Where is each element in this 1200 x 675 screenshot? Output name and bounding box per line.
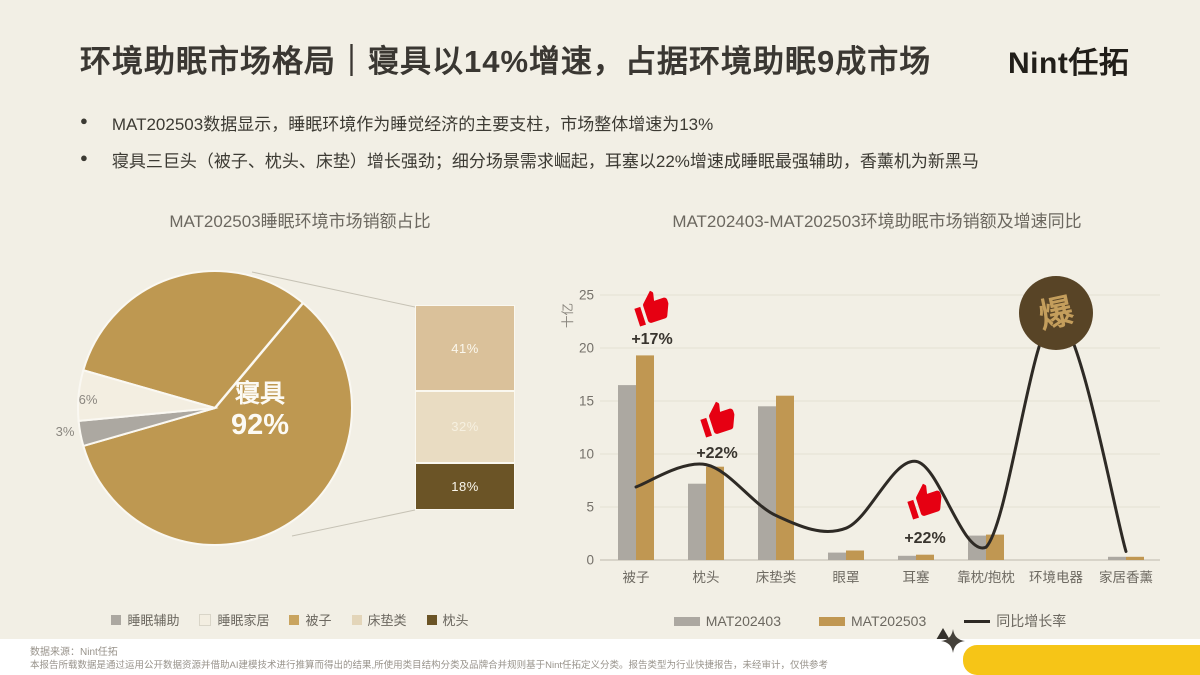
legend-睡眠辅助-swatch xyxy=(111,614,122,625)
legend-睡眠家居: 睡眠家居 xyxy=(199,610,269,629)
breakout-stacked-bar: 41% 32% 18% xyxy=(415,305,515,511)
bar-MAT202503-耳塞 xyxy=(916,554,934,560)
y-tick-label: 25 xyxy=(579,288,594,303)
growth-annotation-label: +17% xyxy=(631,331,672,348)
bar-MAT202503-靠枕/抱枕 xyxy=(986,534,1004,560)
thumbs-up-icon xyxy=(634,290,669,327)
y-axis-unit-label: 十亿 xyxy=(560,303,575,328)
pie-slice-label-3pct: 3% xyxy=(55,424,75,439)
bar-MAT202503-枕头 xyxy=(706,466,724,560)
thumbs-up-path xyxy=(634,290,669,327)
breakout-segment-枕头: 18% xyxy=(415,462,515,511)
legend-growth-line-label: 同比增长率 xyxy=(996,613,1067,629)
legend-睡眠家居-label: 睡眠家居 xyxy=(217,613,270,628)
legend-床垫类-swatch xyxy=(351,614,362,625)
bullet-1: ● MAT202503数据显示，睡眠环境作为睡觉经济的主要支柱，市场整体增速为1… xyxy=(80,110,1140,135)
pie-main-slice-label: 寝具 92% xyxy=(230,380,290,441)
bar-MAT202403-家居香薰 xyxy=(1108,556,1126,560)
x-tick-label: 眼罩 xyxy=(833,570,860,585)
x-tick-label: 枕头 xyxy=(693,570,720,585)
thumbs-up-path xyxy=(907,483,942,520)
burst-circle xyxy=(1019,276,1093,350)
bar-MAT202403-眼罩 xyxy=(828,552,846,560)
nint-logo: Nint任拓 xyxy=(1008,47,1130,80)
bullet-2-text: 寝具三巨头（被子、枕头、床垫）增长强劲；细分场景需求崛起，耳塞以22%增速成睡眠… xyxy=(111,152,979,171)
breakout-segment-床垫类: 32% xyxy=(415,391,515,463)
pie-chart xyxy=(77,270,353,546)
legend-睡眠家居-swatch xyxy=(199,613,212,626)
data-source-text: 数据来源：Nint任拓 xyxy=(30,647,118,658)
x-tick-label: 耳塞 xyxy=(903,569,931,585)
y-tick-label: 15 xyxy=(579,394,594,409)
bar-MAT202503-被子 xyxy=(636,355,654,560)
legend-床垫类-label: 床垫类 xyxy=(367,613,407,628)
legend-枕头-label: 枕头 xyxy=(442,613,469,628)
thumbs-up-path xyxy=(700,401,735,438)
legend-被子-swatch xyxy=(289,614,300,625)
pie-legend: 睡眠辅助 睡眠家居 被子 床垫类 枕头 xyxy=(60,610,520,629)
x-tick-label: 环境电器 xyxy=(1029,570,1083,585)
pie-slice-寝具 xyxy=(82,270,353,546)
pie-chart-title: MAT202503睡眠环境市场销额占比 xyxy=(169,212,431,231)
bar-MAT202503-家居香薰 xyxy=(1126,556,1144,560)
bullet-dot-icon: ● xyxy=(80,113,88,128)
pie-slice-label-6pct: 6% xyxy=(78,392,98,407)
legend-growth-line: 同比增长率 xyxy=(964,611,1066,631)
thumbs-up-icon xyxy=(907,483,942,520)
legend-mat202403: MAT202403 xyxy=(673,613,781,629)
bar-MAT202403-枕头 xyxy=(688,483,706,560)
pie-divider-line xyxy=(214,302,304,409)
y-tick-label: 0 xyxy=(586,553,594,568)
x-tick-label: 床垫类 xyxy=(756,570,797,585)
cursor-arrow-icon xyxy=(936,628,950,640)
legend-mat202503-label: MAT202503 xyxy=(851,613,927,629)
page-title: 环境助眠市场格局｜寝具以14%增速，占据环境助眠9成市场 xyxy=(80,44,932,79)
legend-被子: 被子 xyxy=(289,610,332,629)
bar-MAT202403-床垫类 xyxy=(758,406,776,560)
breakout-segment-被子: 41% xyxy=(415,305,515,392)
disclaimer-text: 本报告所载数据是通过运用公开数据资源并借助AI建模技术进行推算而得出的结果,所使… xyxy=(30,660,829,671)
x-tick-label: 被子 xyxy=(623,570,650,585)
bar-MAT202503-眼罩 xyxy=(846,550,864,560)
bar-chart-title: MAT202403-MAT202503环境助眠市场销额及增速同比 xyxy=(672,212,1082,231)
y-tick-label: 20 xyxy=(579,341,594,356)
y-tick-label: 10 xyxy=(579,447,594,462)
legend-mat202403-swatch xyxy=(673,616,700,626)
bar-MAT202403-耳塞 xyxy=(898,555,916,560)
growth-annotation-label: +22% xyxy=(904,530,945,547)
bullet-2: ● 寝具三巨头（被子、枕头、床垫）增长强劲；细分场景需求崛起，耳塞以22%增速成… xyxy=(80,147,1140,172)
y-tick-label: 5 xyxy=(586,500,594,515)
growth-annotation-label: +22% xyxy=(696,445,737,462)
legend-枕头: 枕头 xyxy=(426,610,469,629)
bullet-dot-icon: ● xyxy=(80,150,88,165)
legend-枕头-swatch xyxy=(426,614,437,625)
thumbs-up-icon xyxy=(700,401,735,438)
legend-growth-line-swatch xyxy=(964,619,991,623)
x-tick-label: 家居香薰 xyxy=(1099,569,1153,585)
bar-chart-legend: MAT202403 MAT202503 同比增长率 xyxy=(610,611,1130,631)
sparkle-icon xyxy=(941,629,965,653)
legend-mat202503: MAT202503 xyxy=(819,613,926,629)
legend-床垫类: 床垫类 xyxy=(351,610,407,629)
bullet-1-text: MAT202503数据显示，睡眠环境作为睡觉经济的主要支柱，市场整体增速为13% xyxy=(111,115,714,134)
x-tick-label: 靠枕/抱枕 xyxy=(957,570,1015,585)
legend-被子-label: 被子 xyxy=(305,613,332,628)
legend-mat202403-label: MAT202403 xyxy=(705,613,781,629)
bar-MAT202403-被子 xyxy=(618,385,636,560)
legend-睡眠辅助: 睡眠辅助 xyxy=(111,610,179,629)
legend-mat202503-swatch xyxy=(819,616,845,626)
bar-MAT202503-床垫类 xyxy=(776,395,794,560)
pie-slice-睡眠家居 xyxy=(77,369,216,422)
legend-睡眠辅助-label: 睡眠辅助 xyxy=(127,613,180,628)
yellow-accent-bar xyxy=(963,645,1200,675)
